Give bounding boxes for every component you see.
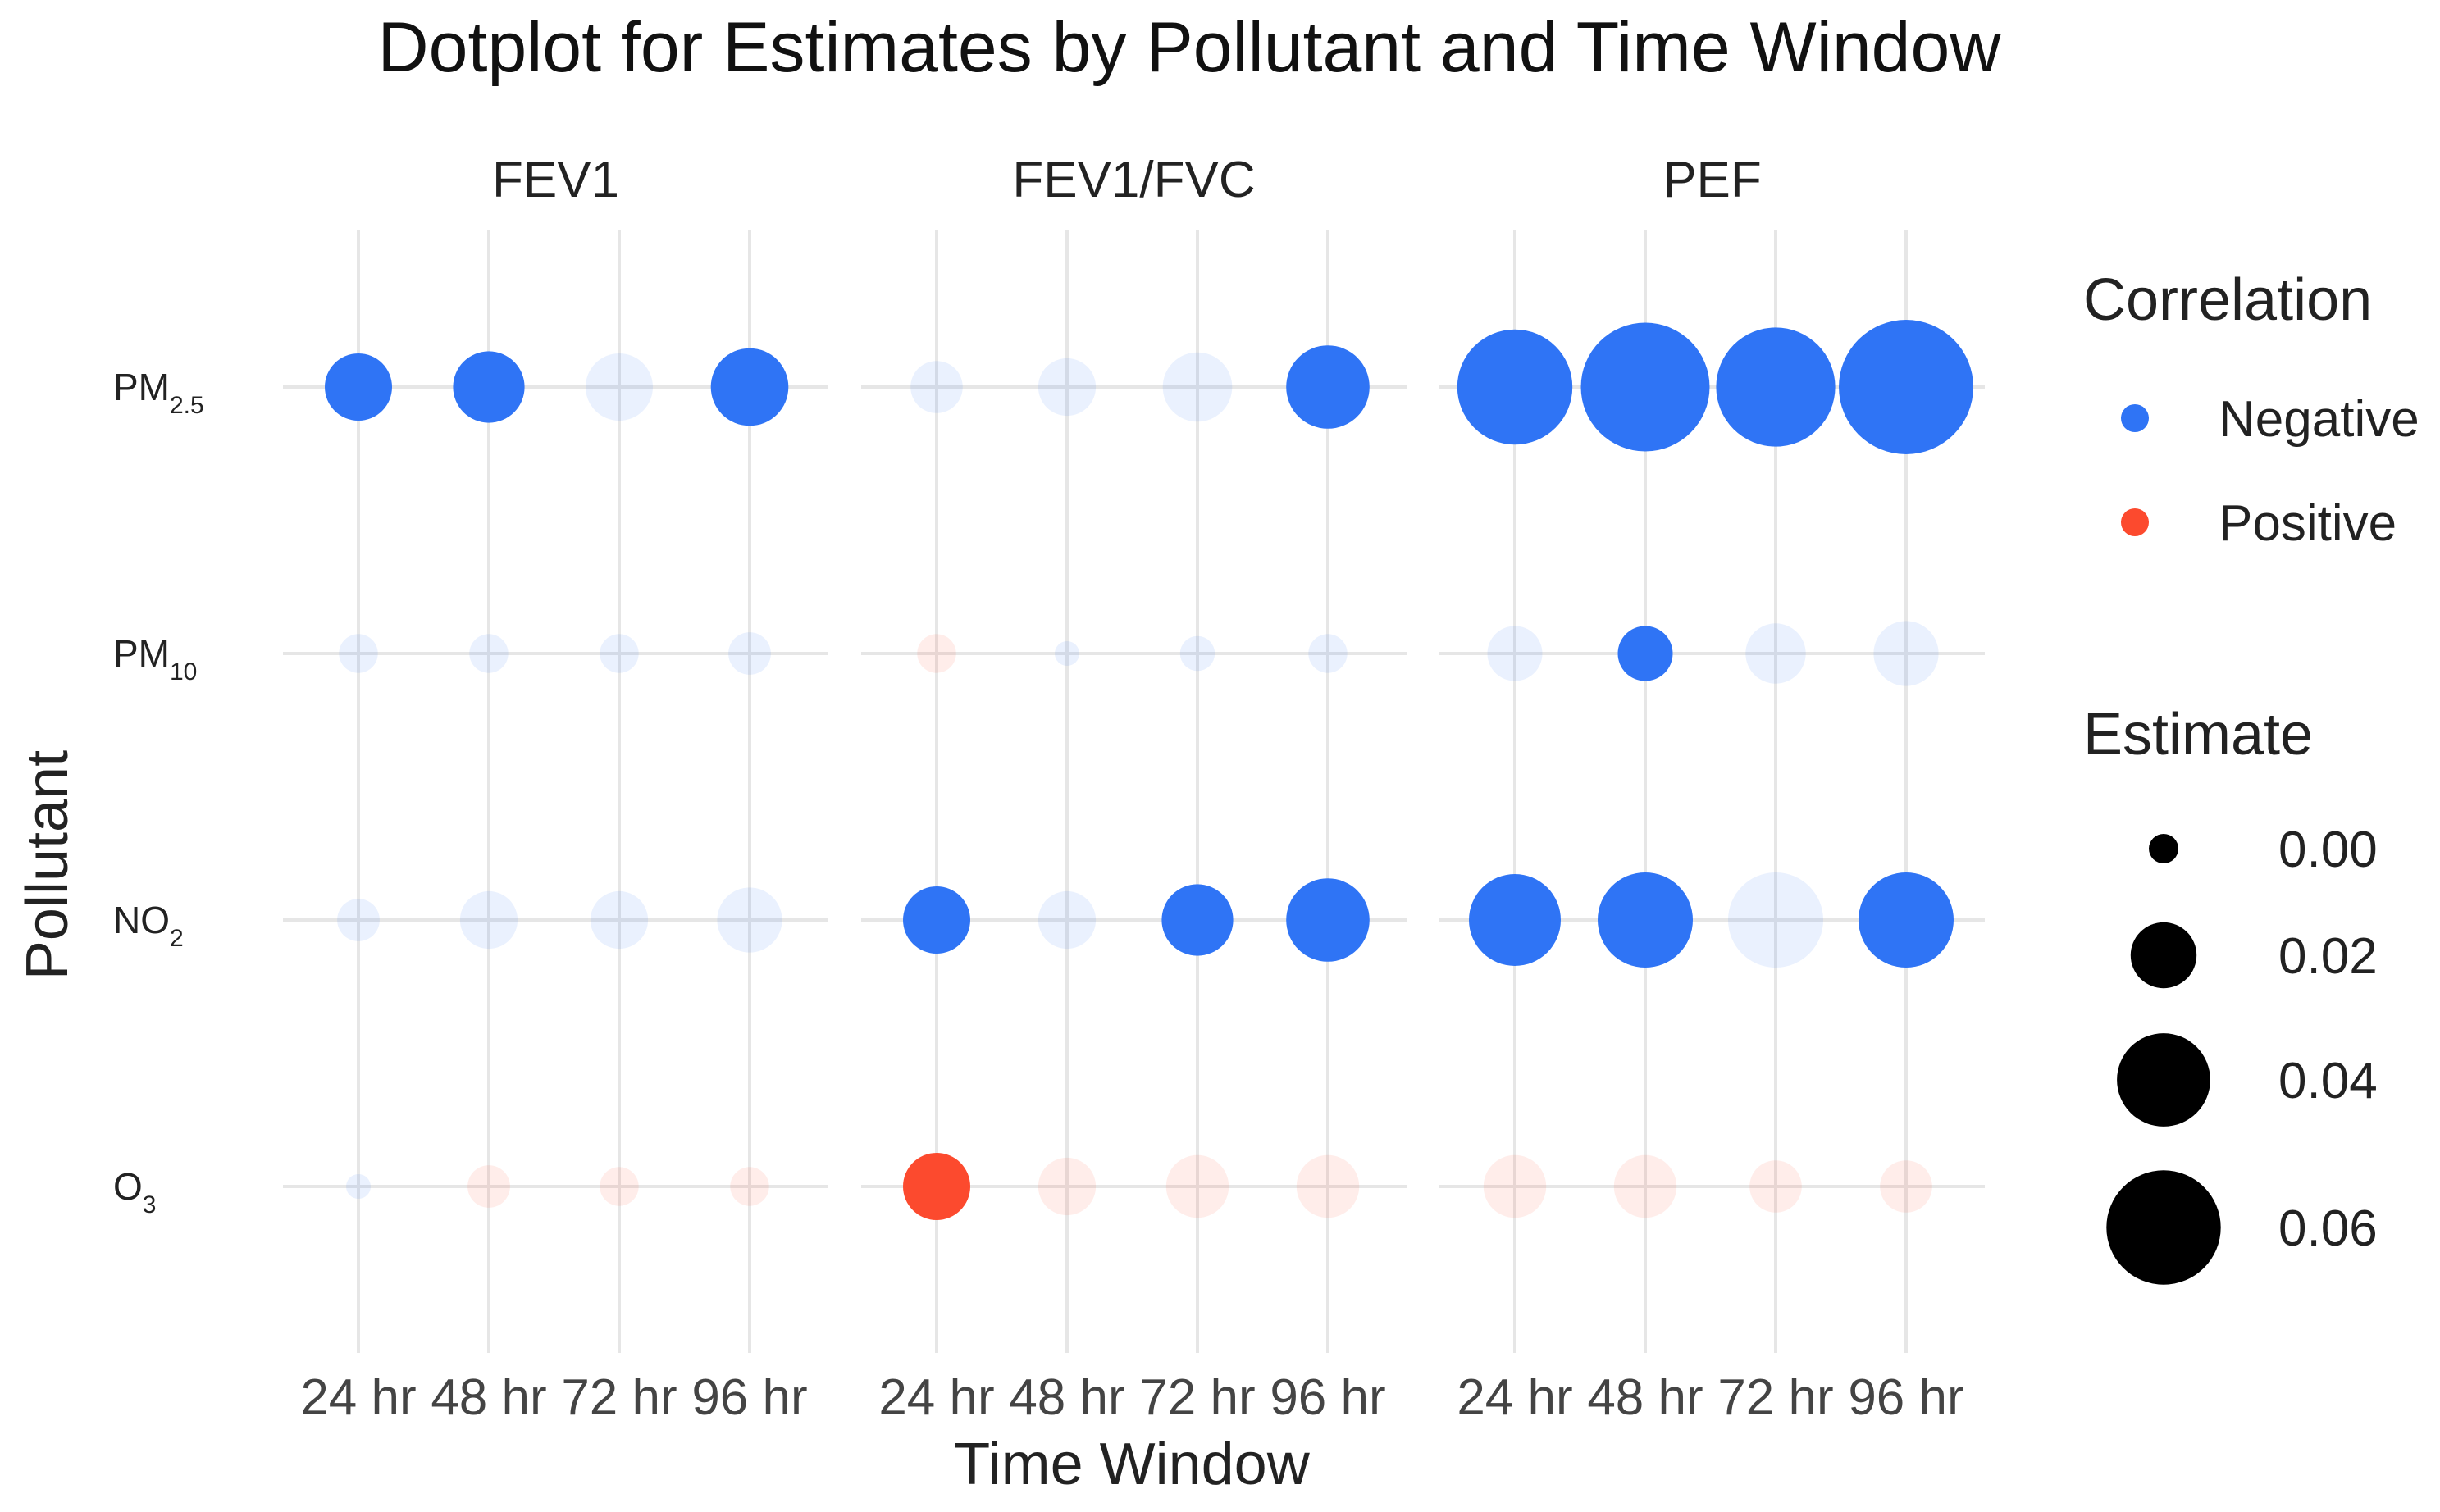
data-point xyxy=(467,1165,510,1208)
y-axis-title: Pollutant xyxy=(15,750,80,980)
x-tick-label: 48 hr xyxy=(1587,1369,1703,1426)
legend-estimate-title: Estimate xyxy=(2083,702,2313,767)
legend-size-label: 0.02 xyxy=(2278,928,2378,985)
x-tick-label: 24 hr xyxy=(300,1369,416,1426)
legend-size-label: 0.00 xyxy=(2278,822,2378,878)
data-point xyxy=(1162,352,1233,422)
legend-size-key xyxy=(2149,834,2178,863)
data-point xyxy=(1749,1160,1802,1213)
data-point xyxy=(1598,872,1693,968)
data-point xyxy=(1580,322,1710,452)
data-point xyxy=(1165,1154,1229,1218)
data-point xyxy=(710,348,789,426)
data-point xyxy=(1483,1154,1547,1218)
data-point xyxy=(903,886,970,954)
x-tick-label: 72 hr xyxy=(1139,1369,1255,1426)
data-point xyxy=(459,890,518,950)
data-point xyxy=(469,634,509,673)
data-point xyxy=(1716,327,1836,447)
data-point xyxy=(1745,623,1806,684)
legend-correlation-title: Correlation xyxy=(2083,267,2372,333)
y-tick-label: NO2 xyxy=(113,899,184,952)
y-tick-labels: PM2.5 PM10 NO2 O3 xyxy=(113,366,204,1218)
y-tick-label: O3 xyxy=(113,1165,156,1218)
data-point xyxy=(1880,1160,1932,1213)
x-axis-title: Time Window xyxy=(954,1432,1310,1497)
legend-size-label: 0.04 xyxy=(2278,1053,2378,1109)
x-tick-label: 24 hr xyxy=(1457,1369,1572,1426)
data-point xyxy=(346,1174,371,1199)
chart-title: Dotplot for Estimates by Pollutant and T… xyxy=(378,8,2002,87)
data-point xyxy=(1179,635,1215,672)
data-point xyxy=(1286,878,1370,962)
data-point xyxy=(730,1167,769,1206)
data-point xyxy=(1286,345,1370,429)
data-point xyxy=(1873,621,1939,686)
data-point xyxy=(1055,641,1079,666)
data-point xyxy=(910,361,963,413)
data-points xyxy=(325,320,1973,1220)
y-tick-label: PM2.5 xyxy=(113,366,204,419)
x-tick-label: 96 hr xyxy=(1270,1369,1385,1426)
data-point xyxy=(1613,1154,1677,1218)
x-tick-label: 24 hr xyxy=(878,1369,994,1426)
data-point xyxy=(1457,329,1573,445)
facet-label: FEV1/FVC xyxy=(1012,152,1255,208)
x-tick-label: 72 hr xyxy=(1717,1369,1833,1426)
legend-size-key xyxy=(2106,1170,2221,1285)
facet-label: FEV1 xyxy=(492,152,619,208)
legend-color-label: Positive xyxy=(2219,495,2397,552)
data-point xyxy=(600,1167,639,1206)
legend-color-key xyxy=(2121,508,2149,536)
data-point xyxy=(586,353,653,421)
facet-label: PEF xyxy=(1662,152,1762,208)
data-point xyxy=(1487,626,1543,681)
x-tick-label: 72 hr xyxy=(561,1369,677,1426)
x-tick-label: 96 hr xyxy=(691,1369,807,1426)
data-point xyxy=(1038,890,1097,950)
data-point xyxy=(325,353,392,421)
data-point xyxy=(717,887,782,953)
data-point xyxy=(1038,358,1097,417)
legend-size-key xyxy=(2130,922,2197,989)
facet-labels: FEV1 FEV1/FVC PEF xyxy=(492,152,1762,208)
data-point xyxy=(453,351,525,423)
data-point xyxy=(1161,884,1234,956)
legend-color-label: Negative xyxy=(2219,391,2419,448)
data-point xyxy=(1469,874,1561,966)
data-point xyxy=(337,899,380,941)
legend-size-label: 0.06 xyxy=(2278,1200,2378,1257)
data-point xyxy=(1038,1157,1097,1216)
data-point xyxy=(1296,1154,1360,1218)
data-point xyxy=(339,634,378,673)
data-point xyxy=(1839,320,1973,454)
y-tick-label: PM10 xyxy=(113,632,197,685)
legend-size-key xyxy=(2117,1033,2210,1127)
data-point xyxy=(917,634,956,673)
data-point xyxy=(1859,872,1954,968)
legend: Correlation Negative Positive Estimate 0.00 0… xyxy=(2083,267,2419,1285)
data-point xyxy=(1728,872,1823,968)
data-point xyxy=(1617,626,1673,681)
data-point xyxy=(1308,634,1348,673)
x-tick-label: 48 hr xyxy=(431,1369,546,1426)
x-tick-label: 96 hr xyxy=(1848,1369,1963,1426)
data-point xyxy=(590,890,649,950)
data-point xyxy=(728,632,771,675)
data-point xyxy=(600,634,639,673)
data-point xyxy=(903,1153,970,1220)
legend-color-key xyxy=(2121,404,2149,432)
x-tick-label: 48 hr xyxy=(1009,1369,1124,1426)
x-tick-labels: 24 hr 48 hr 72 hr 96 hr 24 hr 48 hr 72 hr 96 hr… xyxy=(300,1369,1963,1426)
